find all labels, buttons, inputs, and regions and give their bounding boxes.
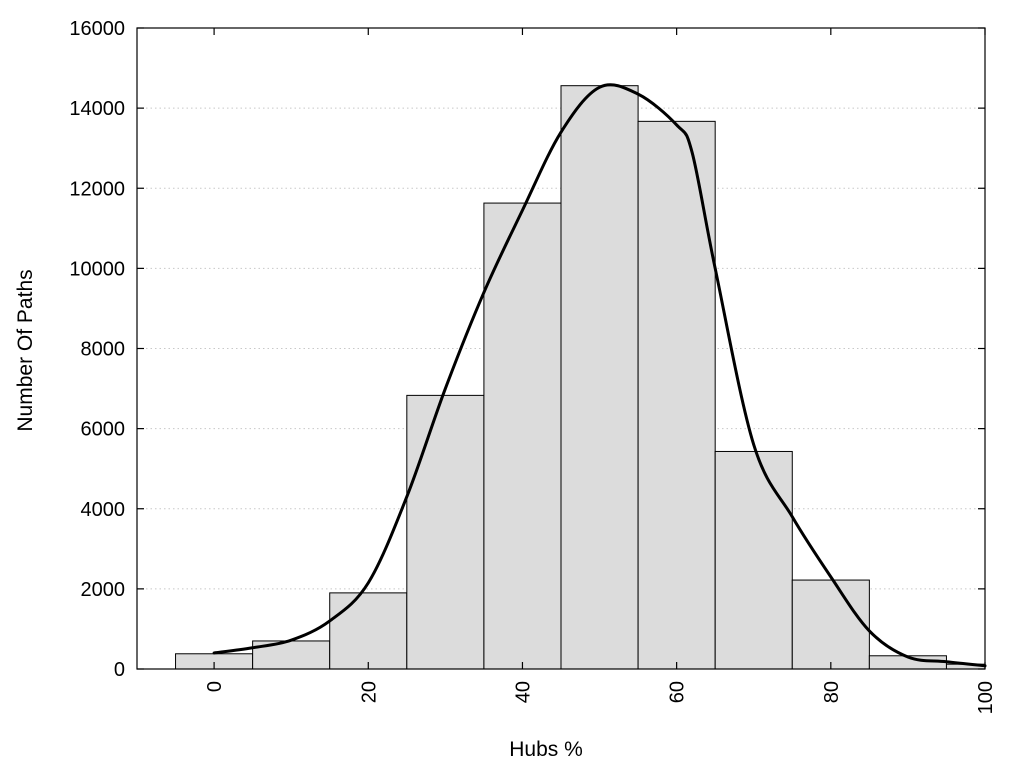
histogram-bar <box>483 202 562 670</box>
x-tick-label: 40 <box>512 681 534 703</box>
x-axis-ticks: 0 20 40 60 80 100 <box>204 28 997 714</box>
histogram-bar <box>637 120 716 670</box>
x-tick-label: 100 <box>975 681 997 714</box>
histogram-bar <box>791 579 870 670</box>
histogram-bar <box>714 450 793 670</box>
y-axis-ticks: 0 2000 4000 6000 8000 10000 12000 14000 16000 <box>69 18 985 681</box>
x-tick-label: 0 <box>204 681 226 692</box>
histogram-bar <box>406 394 485 670</box>
x-tick-label: 20 <box>358 681 380 703</box>
x-tick-label: 60 <box>667 681 689 703</box>
y-tick-label: 16000 <box>69 18 125 40</box>
y-axis-title: Number Of Paths <box>14 269 37 431</box>
histogram-bars <box>175 85 986 670</box>
y-tick-label: 12000 <box>69 178 125 200</box>
x-tick-label: 80 <box>821 681 843 703</box>
x-axis-title: Hubs % <box>509 738 583 761</box>
y-tick-label: 14000 <box>69 98 125 120</box>
y-tick-label: 2000 <box>81 579 126 601</box>
y-tick-label: 8000 <box>81 339 126 361</box>
y-tick-label: 4000 <box>81 499 126 521</box>
y-tick-label: 6000 <box>81 419 126 441</box>
density-curve <box>212 83 987 668</box>
histogram-bar <box>329 592 408 670</box>
y-tick-label: 0 <box>114 659 125 681</box>
density-curve-line <box>212 83 987 668</box>
y-tick-label: 10000 <box>69 258 125 280</box>
histogram-bar <box>560 85 639 670</box>
